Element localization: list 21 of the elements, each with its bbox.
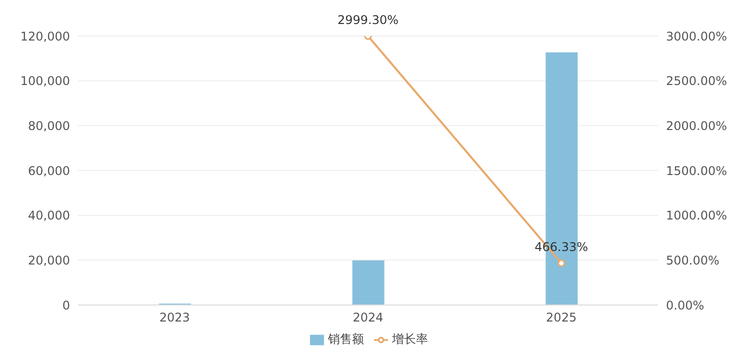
y2-tick-label: 2500.00% xyxy=(666,74,728,88)
x-tick-label: 2024 xyxy=(352,310,384,325)
x-tick-label: 2023 xyxy=(159,310,190,325)
y2-tick-label: 3000.00% xyxy=(666,29,728,44)
y2-tick-label: 2000.00% xyxy=(666,118,728,133)
y-tick-label: 80,000 xyxy=(28,118,70,133)
legend-label: 增长率 xyxy=(392,332,428,346)
y-tick-label: 120,000 xyxy=(20,29,70,44)
y-tick-label: 100,000 xyxy=(20,74,70,88)
data-label: 2999.30% xyxy=(337,13,399,28)
y2-tick-label: 1500.00% xyxy=(666,164,728,178)
y-tick-label: 20,000 xyxy=(28,253,70,268)
y2-tick-label: 1000.00% xyxy=(666,208,728,223)
legend-label: 销售额 xyxy=(328,332,364,346)
y-tick-label: 60,000 xyxy=(28,164,70,178)
y-tick-label: 0 xyxy=(62,298,70,312)
y-tick-label: 40,000 xyxy=(28,208,70,223)
x-tick-label: 2025 xyxy=(546,310,577,325)
y2-tick-label: 500.00% xyxy=(666,253,720,268)
y2-tick-label: 0.00% xyxy=(666,298,704,312)
bar xyxy=(352,260,384,305)
